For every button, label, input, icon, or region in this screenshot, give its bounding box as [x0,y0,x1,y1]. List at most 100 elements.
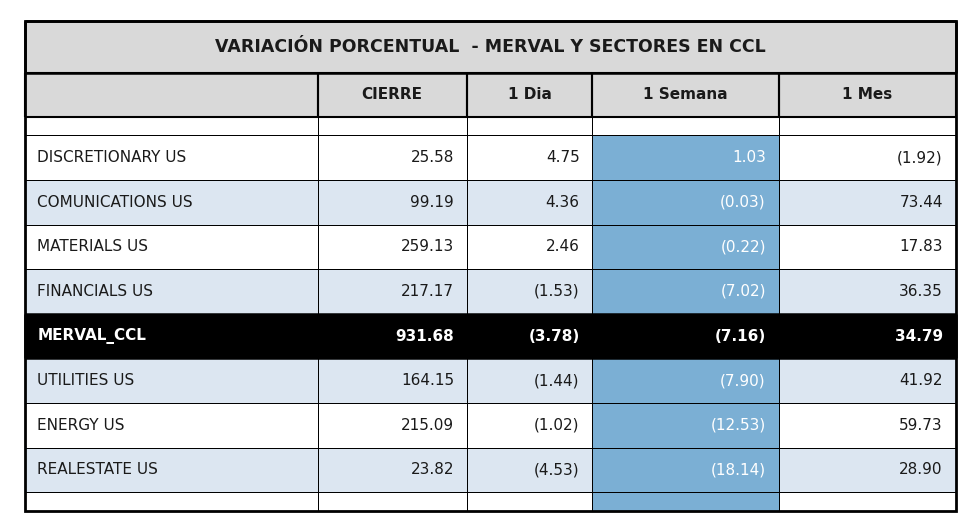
Text: 1.03: 1.03 [732,150,766,165]
Text: ENERGY US: ENERGY US [37,418,124,433]
Text: 23.82: 23.82 [411,462,454,477]
Bar [318,359,466,403]
Text: 215.09: 215.09 [401,418,454,433]
Bar [318,447,466,492]
Text: (7.90): (7.90) [720,373,766,388]
Bar [466,135,592,180]
Bar [778,314,956,359]
Bar [24,403,318,447]
Text: (1.53): (1.53) [534,284,579,299]
Text: 164.15: 164.15 [401,373,454,388]
Bar [466,447,592,492]
Text: (12.53): (12.53) [710,418,766,433]
Bar [592,269,778,314]
Text: (7.16): (7.16) [714,329,766,344]
Bar [778,135,956,180]
Text: 99.19: 99.19 [411,195,454,210]
Bar [592,447,778,492]
Text: REALESTATE US: REALESTATE US [37,462,158,477]
Bar [466,225,592,269]
Bar [466,180,592,225]
Bar [778,359,956,403]
Text: (3.78): (3.78) [528,329,579,344]
Text: 1 Mes: 1 Mes [842,87,892,102]
Bar [24,359,318,403]
Text: UTILITIES US: UTILITIES US [37,373,134,388]
Text: (0.22): (0.22) [720,239,766,254]
Bar [592,117,778,135]
Bar [592,359,778,403]
Bar [466,492,592,511]
Text: 73.44: 73.44 [900,195,943,210]
Bar [592,403,778,447]
Text: MATERIALS US: MATERIALS US [37,239,148,254]
Bar [778,73,956,117]
Bar [24,269,318,314]
Bar [318,225,466,269]
Bar [778,492,956,511]
Bar [318,180,466,225]
Bar [24,492,318,511]
Bar [778,117,956,135]
Bar [466,269,592,314]
Bar [318,73,466,117]
Bar [24,225,318,269]
Bar [592,180,778,225]
Text: 25.58: 25.58 [411,150,454,165]
Text: 931.68: 931.68 [395,329,454,344]
Bar [778,180,956,225]
Text: (1.44): (1.44) [534,373,579,388]
Bar [318,269,466,314]
Text: (1.02): (1.02) [534,418,579,433]
Bar [466,314,592,359]
Bar [24,180,318,225]
Text: DISCRETIONARY US: DISCRETIONARY US [37,150,186,165]
Text: (18.14): (18.14) [710,462,766,477]
Text: COMUNICATIONS US: COMUNICATIONS US [37,195,193,210]
Bar [592,314,778,359]
Bar [466,117,592,135]
Text: 34.79: 34.79 [895,329,943,344]
Text: 259.13: 259.13 [401,239,454,254]
Bar [466,403,592,447]
Text: (4.53): (4.53) [534,462,579,477]
Bar [592,225,778,269]
Text: FINANCIALS US: FINANCIALS US [37,284,153,299]
Text: 28.90: 28.90 [900,462,943,477]
Bar [592,135,778,180]
Bar [778,225,956,269]
Text: CIERRE: CIERRE [362,87,422,102]
Bar [318,135,466,180]
Bar [466,359,592,403]
Text: 17.83: 17.83 [900,239,943,254]
Bar [318,403,466,447]
Bar [24,135,318,180]
Bar [592,492,778,511]
Text: 2.46: 2.46 [546,239,579,254]
Bar [24,117,318,135]
Text: 36.35: 36.35 [899,284,943,299]
Bar [318,117,466,135]
Text: 4.36: 4.36 [546,195,579,210]
Bar [466,73,592,117]
Text: MERVAL_CCL: MERVAL_CCL [37,328,146,344]
Bar [24,21,956,73]
Bar [592,73,778,117]
Text: 1 Dia: 1 Dia [508,87,552,102]
Bar [318,492,466,511]
Text: (7.02): (7.02) [720,284,766,299]
Bar [24,447,318,492]
Text: 4.75: 4.75 [546,150,579,165]
Text: 59.73: 59.73 [899,418,943,433]
Bar [778,403,956,447]
Bar [778,447,956,492]
Bar [24,314,318,359]
Text: 217.17: 217.17 [401,284,454,299]
Bar [778,269,956,314]
Text: (0.03): (0.03) [720,195,766,210]
Text: 1 Semana: 1 Semana [643,87,728,102]
Text: 41.92: 41.92 [900,373,943,388]
Text: VARIACIÓN PORCENTUAL  - MERVAL Y SECTORES EN CCL: VARIACIÓN PORCENTUAL - MERVAL Y SECTORES… [215,38,765,56]
Bar [24,73,318,117]
Text: (1.92): (1.92) [897,150,943,165]
